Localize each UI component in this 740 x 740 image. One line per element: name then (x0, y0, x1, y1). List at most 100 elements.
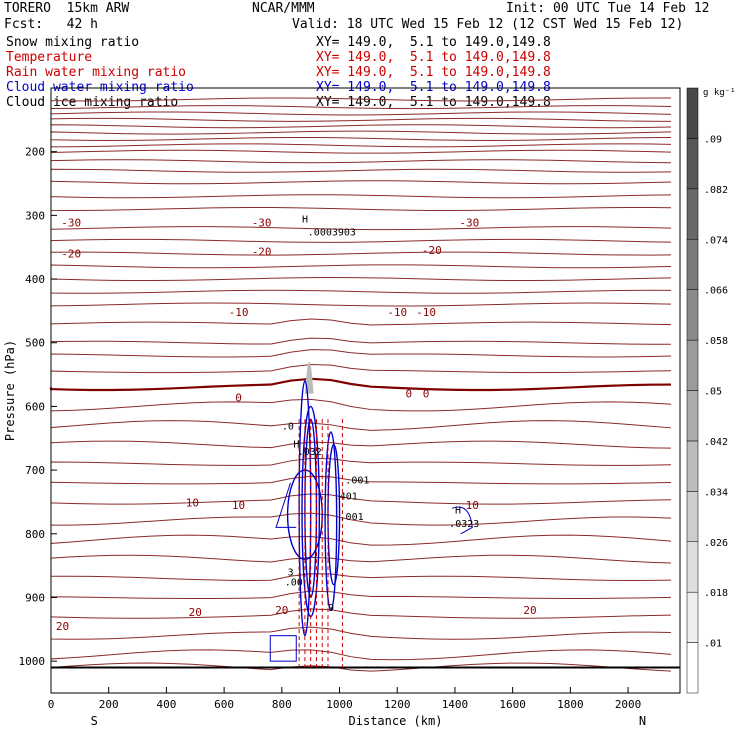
colorbar-cell (686, 138, 699, 190)
isotherm (50, 512, 672, 526)
y-tick-label: 700 (25, 464, 45, 477)
init-label: Init: 00 UTC Tue 14 Feb 12 (506, 1, 710, 16)
isotherm (50, 662, 672, 672)
y-tick-label: 200 (25, 146, 45, 159)
isotherm (50, 130, 672, 135)
colorbar-tick-label: .082 (704, 185, 728, 196)
temperature-label: -10 (387, 306, 407, 319)
isotherm (50, 277, 672, 282)
field-rain-xy: XY= 149.0, 5.1 to 149.0,149.8 (316, 65, 551, 80)
isotherm (50, 649, 672, 661)
isotherm (50, 226, 672, 231)
colorbar-cell (686, 491, 699, 543)
isotherm (50, 111, 672, 116)
temperature-label: 10 (466, 499, 479, 512)
isotherm (50, 168, 672, 173)
cloud-water-contour (301, 405, 321, 618)
y-axis-label: Pressure (hPa) (3, 340, 17, 441)
y-tick-label: 500 (25, 337, 45, 350)
field-cloudwater: Cloud water mixing ratio (6, 80, 194, 95)
x-tick-label: 1000 (326, 698, 353, 711)
cloud-water-contour (327, 443, 341, 586)
isotherm (50, 493, 672, 505)
field-annotation: 3 (288, 567, 294, 578)
temperature-label: 10 (186, 497, 199, 510)
isotherm (50, 554, 672, 564)
x-tick-label: 1200 (384, 698, 411, 711)
temperature-label: -30 (61, 216, 81, 229)
y-tick-label: 1000 (19, 655, 46, 668)
axes: 0 200 400 600 800 1000 1200 1400 1600 1800 2000200… (3, 87, 681, 728)
field-cloudwater-xy: XY= 149.0, 5.1 to 149.0,149.8 (316, 80, 551, 95)
x-tick-label: 800 (272, 698, 292, 711)
isotherm (50, 251, 672, 256)
x-tick-label: 1400 (442, 698, 469, 711)
cloud-water-contour (304, 418, 318, 599)
colorbar-tick-label: .026 (704, 538, 728, 549)
field-annotation: .0323 (449, 519, 479, 530)
y-tick-label: 600 (25, 400, 45, 413)
isotherm (50, 534, 672, 546)
y-tick-label: 800 (25, 528, 45, 541)
field-annotation: 9 (328, 603, 334, 614)
y-tick-label: 900 (25, 591, 45, 604)
field-annotation: .032 (298, 447, 322, 458)
colorbar-tick-label: .074 (704, 235, 728, 246)
isotherm (50, 440, 672, 449)
colorbar-tick-label: .05 (704, 387, 722, 398)
colorbar-cell (686, 239, 699, 290)
temperature-label: -30 (459, 216, 479, 229)
isotherm (50, 143, 672, 148)
colorbar-tick-label: .09 (704, 134, 722, 145)
colorbar-tick-label: .01 (704, 639, 722, 650)
x-tick-label: 400 (156, 698, 176, 711)
fcst-label: Fcst: 42 h (4, 17, 98, 32)
cloud-water-contour (275, 482, 297, 528)
isotherm (50, 337, 672, 345)
isotherm (49, 377, 672, 392)
x-tick-label: 1600 (499, 698, 526, 711)
colorbar-cell (686, 339, 699, 391)
colorbar-cell (686, 591, 699, 643)
cloud-water-contour (324, 431, 338, 611)
valid-label: Valid: 18 UTC Wed 15 Feb 12 (12 CST Wed … (292, 17, 684, 32)
model-label: TORERO 15km ARW (4, 1, 130, 16)
isotherm (50, 420, 672, 431)
cloud-water-contour (451, 506, 473, 535)
snow-shading (304, 361, 314, 394)
temperature-label: -20 (252, 246, 272, 259)
isotherm (50, 159, 672, 164)
isotherm (50, 207, 672, 211)
colorbar-tick-label: .042 (704, 437, 728, 448)
isotherm (50, 289, 672, 294)
colorbar-cell (686, 440, 699, 492)
x-tick-label: 0 (48, 698, 55, 711)
plot-frame (50, 87, 681, 694)
field-snow-xy: XY= 149.0, 5.1 to 149.0,149.8 (316, 35, 551, 50)
cloud-water-contour (269, 635, 297, 662)
isotherm (50, 318, 672, 326)
temperature-label: 10 (232, 499, 245, 512)
colorbar-cell (686, 390, 699, 442)
temperature-label: 20 (523, 604, 536, 617)
temperature-label: 0 (235, 392, 242, 405)
isotherm (50, 398, 672, 412)
x-tick-label: 200 (99, 698, 119, 711)
colorbar-tick-label: .018 (704, 588, 728, 599)
temperature-label: -30 (252, 216, 272, 229)
temperature-label: -10 (416, 306, 436, 319)
field-temperature: Temperature (6, 50, 93, 65)
field-annotation: H (455, 506, 461, 517)
org-label: NCAR/MMM (252, 1, 315, 16)
temperature-label: -20 (61, 248, 81, 261)
y-tick-label: 400 (25, 273, 45, 286)
colorbar-tick-label: .066 (704, 286, 728, 297)
isotherm (50, 136, 672, 141)
isotherm (50, 149, 672, 154)
colorbar-tick-label: .034 (704, 487, 728, 498)
isotherm (50, 117, 672, 122)
temperature-label: 0 (423, 388, 430, 401)
temperature-label: 20 (56, 620, 69, 633)
